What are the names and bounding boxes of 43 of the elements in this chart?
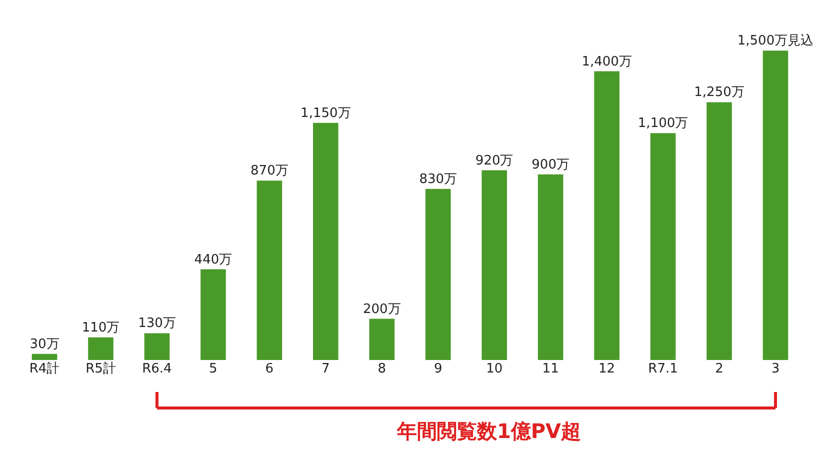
- bar: [482, 170, 507, 360]
- bar: [594, 71, 620, 360]
- data-label: 920万: [475, 153, 514, 168]
- x-tick-label: R6.4: [142, 362, 172, 376]
- bar: [144, 333, 170, 360]
- x-tick-label: 3: [771, 362, 780, 376]
- data-label: 110万: [82, 320, 120, 336]
- data-label: 1,250万: [694, 85, 744, 100]
- x-tick-label: 6: [265, 362, 274, 376]
- data-label: 1,150万: [300, 106, 351, 121]
- bar: [313, 122, 338, 360]
- bar: [369, 318, 395, 360]
- x-tick-label: R5計: [86, 362, 116, 376]
- data-label: 830万: [419, 172, 458, 187]
- x-tick-label: 5: [209, 362, 218, 376]
- bar: [425, 188, 451, 360]
- data-label: 130万: [138, 316, 176, 332]
- data-label: 440万: [194, 252, 232, 268]
- text: 年間閲覧数1億PV超: [396, 419, 582, 443]
- bar: [762, 50, 788, 360]
- x-tick-label: 12: [598, 362, 616, 376]
- bar: [538, 174, 564, 360]
- x-tick-label: R7.1: [648, 362, 678, 376]
- x-tick-label: R4計: [29, 362, 60, 376]
- x-tick-label: 9: [434, 362, 442, 376]
- x-tick-label: 7: [322, 362, 330, 376]
- x-tick-label: 8: [378, 362, 386, 376]
- bar: [706, 102, 732, 360]
- bar: [650, 133, 676, 360]
- data-label: 1,400万: [582, 54, 632, 70]
- data-label: 900万: [532, 157, 570, 172]
- x-tick-label: 11: [542, 362, 559, 376]
- bar: [200, 269, 226, 360]
- bar: [88, 337, 114, 360]
- data-label: 1,100万: [638, 116, 688, 132]
- data-label: 30万: [30, 336, 60, 352]
- bar: [256, 180, 282, 360]
- data-label: 200万: [362, 302, 401, 317]
- data-label: 870万: [250, 164, 288, 179]
- data-label: 1,500万見込: [737, 34, 814, 49]
- x-tick-label: 2: [715, 362, 724, 376]
- x-tick-label: 10: [486, 362, 503, 376]
- bar: [32, 354, 58, 360]
